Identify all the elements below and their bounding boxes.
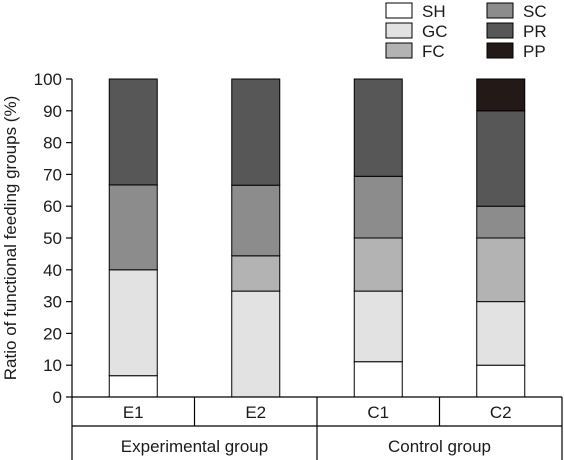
- legend: SH SC GC PR FC PP: [385, 2, 547, 61]
- bar-segment-e1-sh: [108, 375, 158, 398]
- legend-swatch-pr: [486, 22, 514, 39]
- x-tick-label-e2: E2: [245, 403, 266, 422]
- x-tick-label-c2: C2: [490, 403, 512, 422]
- legend-label-sh: SH: [422, 2, 446, 21]
- bar-segment-c2-gc: [476, 301, 526, 366]
- bar-segment-c1-sh: [353, 361, 403, 398]
- legend-label-pp: PP: [523, 42, 546, 61]
- y-tick-label: 100: [34, 70, 62, 89]
- bar-segment-c2-sh: [476, 364, 526, 398]
- legend-label-gc: GC: [422, 22, 448, 41]
- y-tick-label: 20: [43, 324, 62, 343]
- bar-segment-c2-fc: [476, 237, 526, 303]
- bar-segment-c1-fc: [353, 237, 403, 292]
- y-tick-label: 50: [43, 229, 62, 248]
- legend-swatch-fc: [385, 42, 413, 59]
- legend-label-sc: SC: [523, 2, 547, 21]
- y-tick-label: 90: [43, 102, 62, 121]
- x-axis: E1 E2 C1 C2 Experimental group Control group: [71, 396, 563, 460]
- bar-segment-c1-sc: [353, 175, 403, 239]
- y-tick-label: 80: [43, 134, 62, 153]
- bar-segment-e1-gc: [108, 269, 158, 377]
- legend-swatch-sh: [385, 2, 413, 19]
- x-group-label: Control group: [388, 437, 491, 456]
- y-tick-label: 70: [43, 165, 62, 184]
- legend-label-pr: PR: [523, 22, 547, 41]
- legend-label-fc: FC: [422, 42, 445, 61]
- y-tick-label: 10: [43, 356, 62, 375]
- bar-segment-e2-sc: [231, 184, 281, 257]
- x-group-label: Experimental group: [121, 437, 268, 456]
- bar-segment-c1-gc: [353, 290, 403, 363]
- bar-segment-e2-pr: [231, 78, 281, 186]
- bar-segment-e2-fc: [231, 255, 281, 292]
- y-tick-label: 0: [53, 388, 62, 407]
- x-tick-label-e1: E1: [123, 403, 144, 422]
- bar-segment-e1-sc: [108, 184, 158, 271]
- legend-swatch-gc: [385, 22, 413, 39]
- bar-segment-e2-gc: [231, 290, 281, 398]
- bars: [108, 78, 526, 398]
- legend-swatch-pp: [486, 42, 514, 59]
- bar-segment-e1-pr: [108, 78, 158, 186]
- bar-segment-c2-sc: [476, 205, 526, 239]
- y-tick-label: 40: [43, 261, 62, 280]
- legend-swatch-sc: [486, 2, 514, 19]
- bar-segment-c2-pp: [476, 78, 526, 112]
- y-axis: 0 10 20 30 40 50 60 70 80 90 100: [34, 70, 73, 407]
- y-axis-title: Ratio of functional feeding groups (%): [1, 96, 20, 380]
- y-tick-label: 60: [43, 197, 62, 216]
- bar-segment-c1-pr: [353, 78, 403, 177]
- x-tick-label-c1: C1: [367, 403, 389, 422]
- bar-segment-c2-pr: [476, 110, 526, 207]
- y-tick-label: 30: [43, 293, 62, 312]
